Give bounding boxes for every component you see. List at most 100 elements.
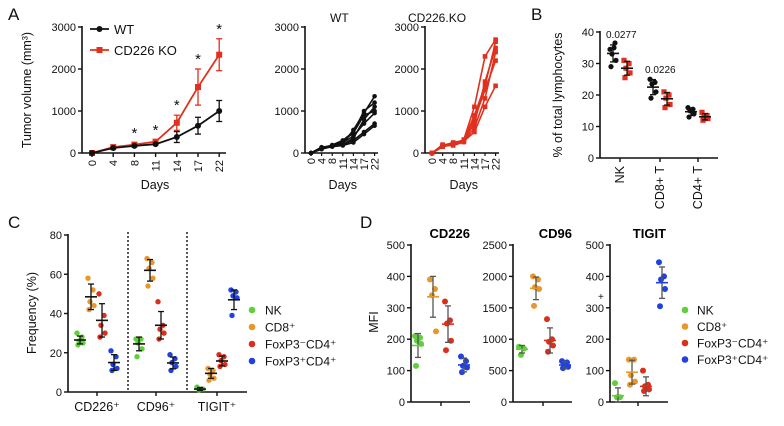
data-point bbox=[658, 276, 664, 283]
data-point bbox=[372, 108, 377, 114]
x-tick-label: 11 bbox=[151, 160, 163, 171]
significance-star: * bbox=[131, 125, 137, 142]
y-tick-label: 1000 bbox=[52, 106, 76, 118]
legend-marker bbox=[248, 340, 256, 348]
data-point bbox=[173, 363, 179, 370]
data-point bbox=[608, 64, 614, 70]
y-tick-label: 60 bbox=[50, 269, 62, 281]
p-value-annotation: 0.0277 bbox=[606, 30, 637, 41]
data-point bbox=[493, 49, 498, 55]
y-tick-label: 0 bbox=[413, 148, 419, 160]
data-point bbox=[612, 380, 618, 387]
data-point bbox=[699, 109, 705, 115]
y-tick-label: 100 bbox=[387, 366, 405, 378]
data-point bbox=[308, 150, 314, 156]
data-point bbox=[472, 104, 477, 110]
data-point bbox=[493, 39, 498, 44]
plus-annotation: + bbox=[598, 292, 604, 303]
data-point bbox=[472, 117, 477, 122]
x-axis-label: Days bbox=[329, 178, 357, 192]
panel-label-b: B bbox=[531, 5, 542, 24]
y-tick-label: 500 bbox=[489, 366, 507, 378]
data-point bbox=[412, 333, 418, 340]
data-point bbox=[157, 326, 163, 332]
data-point bbox=[329, 143, 335, 149]
data-point bbox=[482, 79, 488, 84]
data-point bbox=[80, 340, 86, 346]
y-tick-label: 2000 bbox=[275, 64, 299, 76]
data-point bbox=[110, 144, 117, 151]
data-point bbox=[544, 316, 550, 323]
x-tick-label: 11 bbox=[338, 158, 350, 169]
legend-marker bbox=[248, 306, 256, 314]
data-point bbox=[482, 96, 488, 101]
chart-title: CD96 bbox=[539, 226, 572, 241]
data-point bbox=[134, 353, 140, 360]
legend-label: FoxP3⁺CD4⁺ bbox=[697, 353, 768, 367]
legend-marker bbox=[681, 339, 689, 347]
y-tick-label: 10 bbox=[582, 122, 594, 134]
y-axis-label: Frequency (%) bbox=[25, 272, 39, 354]
y-tick-label: 0 bbox=[588, 153, 594, 165]
panel-label-c: C bbox=[8, 213, 20, 232]
data-point bbox=[607, 46, 613, 52]
data-point bbox=[482, 54, 488, 59]
significance-star: * bbox=[153, 122, 159, 139]
y-tick-label: 100 bbox=[586, 366, 604, 378]
data-point bbox=[657, 303, 663, 310]
legend-label: NK bbox=[697, 304, 714, 318]
y-axis-label: MFI bbox=[367, 311, 381, 333]
y-tick-label: 20 bbox=[50, 348, 62, 360]
data-point bbox=[87, 299, 93, 305]
data-point bbox=[372, 100, 377, 105]
y-tick-label: 0 bbox=[399, 397, 405, 409]
significance-star: * bbox=[195, 51, 201, 68]
y-tick-label: 3000 bbox=[275, 22, 299, 34]
legend-marker bbox=[681, 323, 689, 330]
data-point bbox=[372, 94, 377, 99]
data-point bbox=[361, 131, 367, 137]
data-point bbox=[195, 122, 201, 129]
data-point bbox=[611, 45, 617, 51]
legend-label: FoxP3⁻CD4⁺ bbox=[265, 338, 336, 352]
y-tick-label: 0 bbox=[598, 397, 604, 409]
y-tick-label: 2000 bbox=[395, 64, 419, 76]
panel-label-a: A bbox=[8, 5, 20, 24]
y-tick-label: 0 bbox=[501, 397, 507, 409]
data-point bbox=[622, 75, 628, 81]
x-tick-label: 8 bbox=[327, 158, 339, 164]
data-point bbox=[108, 348, 114, 354]
legend-label: FoxP3⁻CD4⁺ bbox=[697, 337, 768, 351]
data-point bbox=[628, 372, 634, 379]
data-point bbox=[464, 364, 470, 371]
y-tick-label: 3000 bbox=[395, 22, 419, 34]
data-point bbox=[442, 298, 448, 305]
legend-label: CD8⁺ bbox=[697, 320, 727, 334]
data-point bbox=[653, 89, 659, 95]
data-point bbox=[96, 291, 102, 297]
data-point bbox=[340, 138, 346, 144]
data-point bbox=[89, 150, 95, 156]
data-point bbox=[429, 150, 435, 156]
data-point bbox=[161, 330, 167, 336]
legend-marker bbox=[681, 306, 689, 314]
data-point bbox=[550, 342, 556, 349]
x-tick-label: 4 bbox=[438, 158, 450, 164]
data-point bbox=[493, 45, 498, 51]
x-tick-label: NK bbox=[613, 165, 627, 183]
legend-label: WT bbox=[114, 22, 134, 37]
legend-marker bbox=[248, 357, 256, 365]
data-point bbox=[662, 285, 668, 292]
legend-label: CD226 KO bbox=[114, 43, 177, 58]
data-point bbox=[340, 142, 346, 147]
y-tick-label: 0 bbox=[56, 387, 62, 399]
legend-marker bbox=[681, 356, 689, 363]
data-point bbox=[351, 140, 356, 145]
y-tick-label: 2000 bbox=[483, 271, 507, 283]
legend-label: CD8⁺ bbox=[265, 321, 295, 335]
y-tick-label: 40 bbox=[50, 309, 62, 321]
y-tick-label: 400 bbox=[387, 271, 405, 283]
data-point bbox=[173, 119, 180, 126]
x-tick-label: 22 bbox=[491, 158, 503, 170]
x-tick-label: 11 bbox=[459, 158, 471, 169]
